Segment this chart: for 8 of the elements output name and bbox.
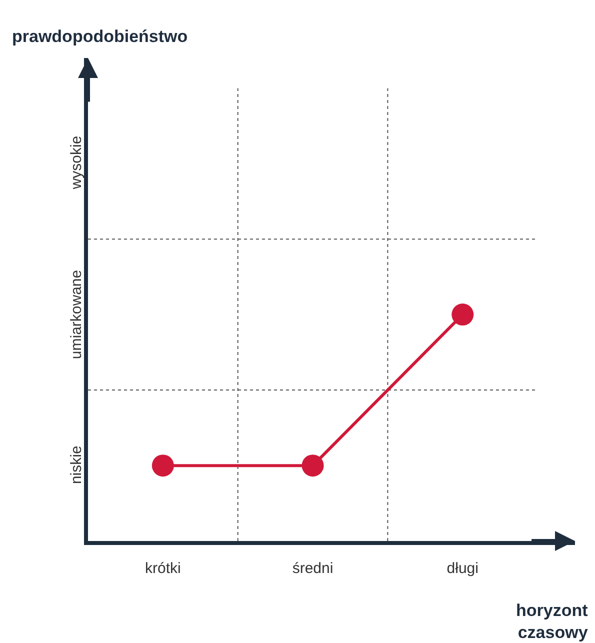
x-tick-label: średni [292,560,334,577]
text: niskie [68,446,85,484]
x-axis-title: horyzont czasowy [516,601,588,642]
text: wysokie [68,136,85,190]
x-tick-label: krótki [145,560,181,577]
text: prawdopodobieństwo [12,27,188,46]
x-tick-label: długi [446,560,478,577]
text: umiarkowane [68,270,85,360]
